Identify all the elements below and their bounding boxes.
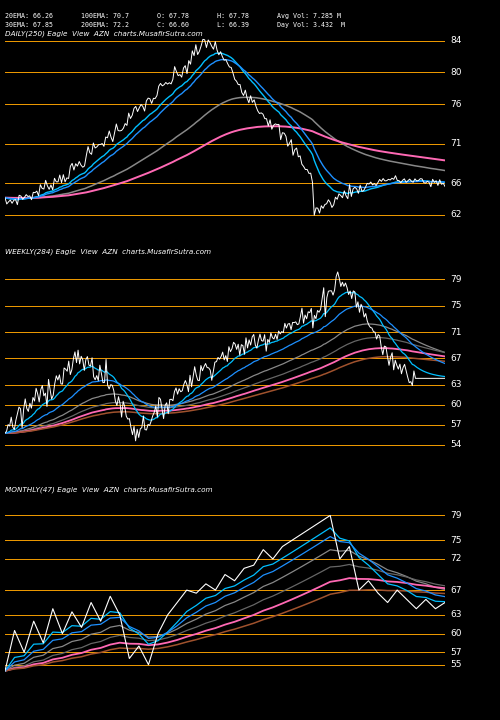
- Text: DAILY(250) Eagle  View  AZN  charts.MusafirSutra.com: DAILY(250) Eagle View AZN charts.Musafir…: [5, 30, 203, 37]
- Text: 66: 66: [450, 179, 462, 188]
- Text: 75: 75: [450, 301, 462, 310]
- Text: 55: 55: [450, 660, 462, 669]
- Text: 67: 67: [450, 354, 462, 363]
- Text: WEEKLY(284) Eagle  View  AZN  charts.MusafirSutra.com: WEEKLY(284) Eagle View AZN charts.Musafi…: [5, 248, 211, 255]
- Text: 75: 75: [450, 536, 462, 545]
- Text: 60: 60: [450, 629, 462, 638]
- Text: 67: 67: [450, 585, 462, 595]
- Text: 20EMA: 66.26       100EMA: 70.7       O: 67.78       H: 67.78       Avg Vol: 7.2: 20EMA: 66.26 100EMA: 70.7 O: 67.78 H: 67…: [5, 13, 341, 19]
- Text: 76: 76: [450, 99, 462, 109]
- Text: 57: 57: [450, 648, 462, 657]
- Text: 72: 72: [450, 554, 462, 564]
- Text: 63: 63: [450, 380, 462, 390]
- Text: 54: 54: [450, 440, 462, 449]
- Text: 60: 60: [450, 400, 462, 410]
- Text: 71: 71: [450, 139, 462, 148]
- Text: 62: 62: [450, 210, 462, 220]
- Text: 79: 79: [450, 274, 462, 284]
- Text: 30EMA: 67.85       200EMA: 72.2       C: 66.60       L: 66.39       Day Vol: 3.4: 30EMA: 67.85 200EMA: 72.2 C: 66.60 L: 66…: [5, 22, 345, 27]
- Text: 80: 80: [450, 68, 462, 77]
- Text: 71: 71: [450, 328, 462, 336]
- Text: MONTHLY(47) Eagle  View  AZN  charts.MusafirSutra.com: MONTHLY(47) Eagle View AZN charts.Musafi…: [5, 486, 212, 492]
- Text: 79: 79: [450, 511, 462, 520]
- Text: 84: 84: [450, 36, 462, 45]
- Text: 63: 63: [450, 611, 462, 619]
- Text: 57: 57: [450, 420, 462, 429]
